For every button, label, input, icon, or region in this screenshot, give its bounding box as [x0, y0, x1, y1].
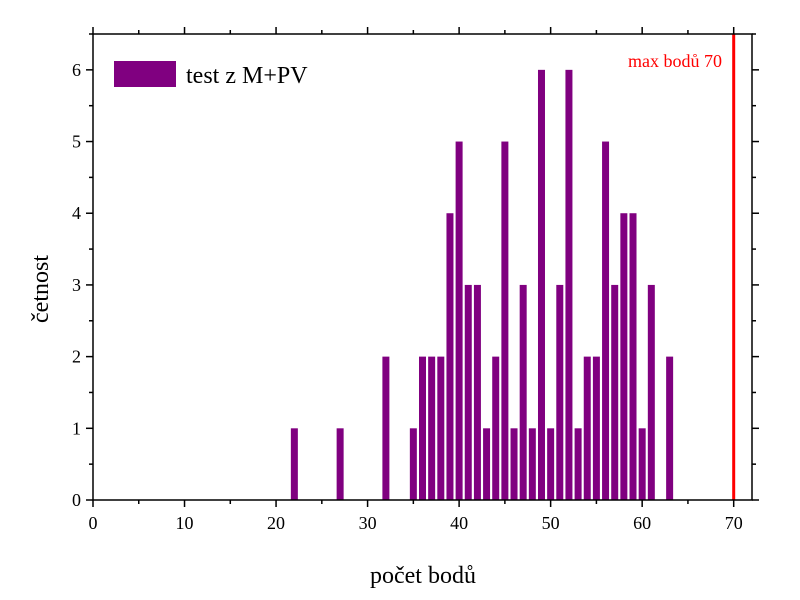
bar-57 — [611, 284, 619, 500]
x-tick-label: 70 — [725, 513, 743, 533]
y-tick-label: 0 — [72, 490, 81, 510]
x-tick-label: 0 — [89, 513, 98, 533]
y-tick-label: 2 — [72, 347, 81, 367]
y-axis-title: četnost — [28, 255, 54, 323]
bar-36 — [419, 356, 426, 500]
bar-41 — [464, 284, 472, 500]
legend: test z M+PV — [114, 61, 308, 89]
bar-45 — [501, 141, 509, 501]
bar-63 — [666, 356, 674, 500]
bar-42 — [473, 284, 481, 500]
x-tick-label: 60 — [633, 513, 651, 533]
x-tick-label: 10 — [176, 513, 194, 533]
bar-59 — [629, 213, 637, 501]
legend-swatch — [114, 61, 176, 87]
bar-58 — [620, 213, 628, 501]
bar-22 — [290, 428, 298, 500]
bar-46 — [510, 428, 518, 500]
y-tick-label: 4 — [72, 203, 81, 223]
y-tick-label: 6 — [72, 60, 81, 80]
bar-37 — [428, 356, 436, 500]
bar-55 — [592, 356, 600, 500]
bar-44 — [492, 356, 500, 500]
bar-40 — [455, 141, 463, 501]
x-axis-ticks: 0 10 20 30 40 50 60 70 — [89, 27, 743, 533]
bar-51 — [556, 284, 564, 500]
bar-35 — [409, 428, 417, 500]
bar-56 — [602, 141, 610, 501]
bar-43 — [483, 428, 491, 500]
max-points-annotation: max bodů 70 — [628, 51, 722, 71]
bar-54 — [583, 356, 591, 500]
x-axis-title: počet bodů — [370, 563, 476, 589]
y-axis-ticks: 0 1 2 3 4 5 6 — [72, 33, 759, 510]
legend-label: test z M+PV — [186, 63, 308, 89]
bar-50 — [547, 428, 555, 500]
bar-52 — [565, 69, 573, 500]
y-tick-label: 1 — [72, 418, 81, 438]
bar-39 — [446, 213, 454, 501]
bar-48 — [528, 428, 536, 500]
x-tick-label: 40 — [450, 513, 468, 533]
x-tick-label: 20 — [267, 513, 285, 533]
bar-61 — [647, 284, 655, 500]
bar-32 — [382, 356, 390, 500]
x-tick-label: 50 — [542, 513, 560, 533]
x-tick-label: 30 — [359, 513, 377, 533]
bar-27 — [336, 428, 344, 500]
bars-layer — [290, 69, 674, 501]
y-tick-label: 5 — [72, 132, 81, 152]
bar-53 — [574, 428, 582, 500]
y-tick-label: 3 — [72, 275, 81, 295]
bar-47 — [519, 284, 527, 500]
bar-49 — [537, 69, 545, 500]
bar-60 — [638, 428, 646, 500]
plot-frame — [92, 33, 753, 501]
bar-38 — [437, 356, 445, 500]
